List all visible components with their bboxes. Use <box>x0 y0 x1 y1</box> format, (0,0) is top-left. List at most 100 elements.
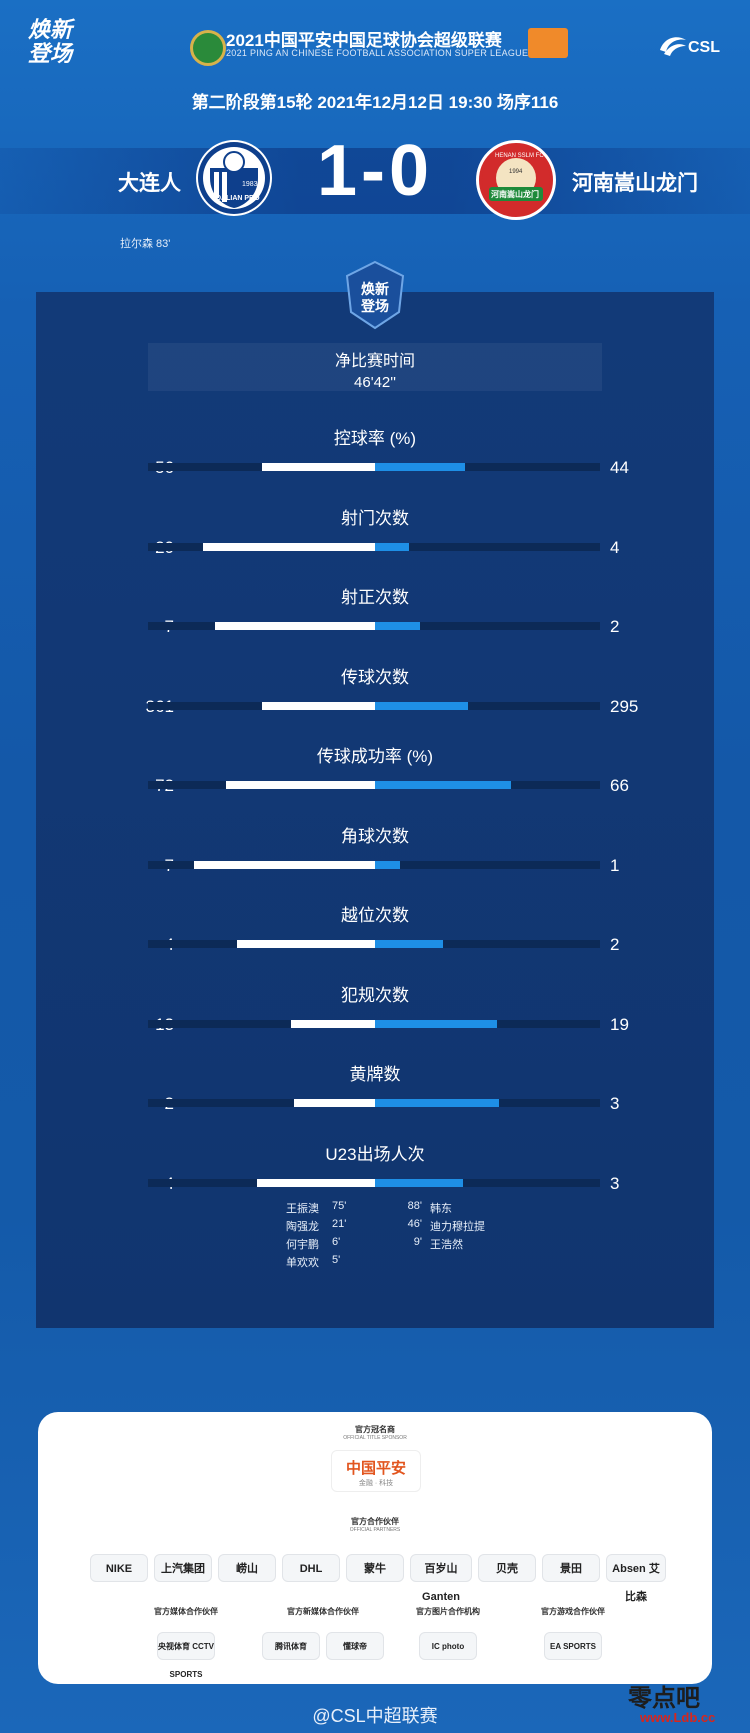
category-heading: 官方图片合作机构 <box>416 1607 480 1616</box>
badge-line-1: 焕新 <box>361 281 389 298</box>
away-crest-year: 1994 <box>509 169 523 175</box>
net-time-box: 净比赛时间 46'42'' <box>148 343 602 391</box>
title-sponsor-logo: 中国平安 金融 · 科技 <box>331 1450 421 1492</box>
u23-home-player-name: 单欢欢 <box>286 1257 319 1269</box>
category-heading: 官方游戏合作伙伴 <box>541 1607 605 1616</box>
watermark: 零点吧 <box>628 1685 700 1712</box>
stat-row: 黄牌数23 <box>36 1060 714 1130</box>
stat-away-value: 1 <box>610 855 620 875</box>
goal-scorer: 拉尔森 83' <box>120 238 171 250</box>
u23-home-player-name: 陶强龙 <box>286 1221 319 1233</box>
stat-label: 黄牌数 <box>349 1065 401 1084</box>
stat-label: 角球次数 <box>341 826 409 846</box>
away-crest-text: 河南嵩山龙门 <box>491 189 539 199</box>
partner-logo: NIKE <box>90 1554 148 1582</box>
stat-home-bar <box>214 622 375 630</box>
stat-row: 射门次数204 <box>36 504 714 574</box>
u23-away-player-minute: 46' <box>407 1218 422 1230</box>
match-info: 第二阶段第15轮 2021年12月12日 19:30 场序116 <box>191 93 559 112</box>
stat-row: 犯规次数1319 <box>36 981 714 1051</box>
brand-line-2: 登场 <box>28 41 73 66</box>
title-sponsor-logo-sub: 金融 · 科技 <box>358 1480 394 1487</box>
stat-home-bar <box>237 940 375 948</box>
csl-text: CSL <box>688 39 720 56</box>
weibo-handle: @CSL中超联赛 <box>312 1706 438 1726</box>
stat-away-bar <box>375 701 468 710</box>
title-sponsor-badge-icon <box>528 28 568 58</box>
title-sponsor-heading: 官方冠名商 <box>355 1425 395 1434</box>
stat-row: 角球次数71 <box>36 822 714 892</box>
stat-label: 射门次数 <box>341 508 409 528</box>
brand-line-1: 焕新 <box>28 17 73 42</box>
stat-home-bar <box>262 701 375 710</box>
stat-away-value: 2 <box>610 617 620 636</box>
sponsor-card: 官方冠名商 OFFICIAL TITLE SPONSOR 中国平安 金融 · 科… <box>38 1412 712 1684</box>
stat-label: 传球成功率 (%) <box>316 747 434 766</box>
partner-logo: DHL <box>282 1554 340 1582</box>
score-band <box>0 148 750 214</box>
match-score: 1-0 <box>316 131 434 211</box>
category-logo: 央视体育 CCTV SPORTS <box>157 1632 215 1679</box>
u23-home-player-minute: 5' <box>332 1254 341 1266</box>
home-team-name: 大连人 <box>118 172 181 195</box>
u23-away-player-minute: 9' <box>413 1236 422 1248</box>
stat-label: U23出场人次 <box>325 1144 425 1164</box>
partner-logo: 景田 <box>542 1554 600 1582</box>
stat-away-bar <box>375 1019 498 1028</box>
stat-away-value: 3 <box>610 1094 620 1113</box>
stat-label: 控球率 (%) <box>333 429 417 448</box>
stat-away-value: 4 <box>610 537 620 557</box>
stat-away-bar <box>375 781 511 789</box>
home-crest-year: 1983 <box>242 181 258 188</box>
watermark-url: www.Ldb.cc <box>640 1710 716 1725</box>
partners-heading: 官方合作伙伴 <box>351 1517 399 1526</box>
net-time-value: 46'42'' <box>354 374 396 391</box>
stat-away-value: 295 <box>610 696 639 716</box>
away-team-name: 河南嵩山龙门 <box>572 172 698 195</box>
stat-row: 射正次数72 <box>36 583 714 653</box>
partner-logo: Absen 艾比森 <box>606 1554 666 1603</box>
stat-label: 犯规次数 <box>341 985 409 1005</box>
u23-home-player-name: 王振澳 <box>286 1203 319 1215</box>
stat-away-value: 66 <box>610 776 629 795</box>
brand-logo-left: 焕新 登场 <box>28 18 94 66</box>
cfa-emblem-icon <box>190 30 226 66</box>
stat-away-value: 2 <box>610 935 620 954</box>
stat-label: 传球次数 <box>341 667 409 687</box>
u23-home-player-minute: 75' <box>332 1200 347 1212</box>
csl-logo-icon: CSL <box>656 30 726 58</box>
category-logo: 腾讯体育 <box>262 1632 320 1660</box>
stat-label: 越位次数 <box>341 906 409 925</box>
partner-logo: 蒙牛 <box>346 1554 404 1582</box>
category-heading: 官方媒体合作伙伴 <box>154 1607 218 1616</box>
stat-row: 越位次数42 <box>36 901 714 971</box>
stat-row: U23出场人次43 <box>36 1140 714 1210</box>
u23-home-player-name: 何宇鹏 <box>286 1239 319 1251</box>
away-team-crest-icon: 河南嵩山龙门 HENAN SSLM FC 1994 <box>476 140 556 220</box>
stat-label: 射正次数 <box>341 588 409 607</box>
stat-row: 传球次数361295 <box>36 663 714 733</box>
stat-away-value: 19 <box>610 1014 629 1034</box>
stat-away-bar <box>375 622 421 630</box>
away-crest-top: HENAN SSLM FC <box>495 153 544 159</box>
stat-home-bar <box>291 1019 375 1028</box>
partner-logo: 百岁山 Ganten <box>410 1554 472 1603</box>
stat-away-bar <box>375 940 443 948</box>
u23-away-player-name: 王浩然 <box>430 1239 463 1251</box>
stat-away-bar <box>375 463 466 471</box>
stat-away-bar <box>375 860 400 869</box>
u23-away-player-name: 韩东 <box>430 1203 452 1215</box>
home-team-crest-icon: 1983 DALIAN PRO <box>196 140 272 216</box>
partners-heading-en: OFFICIAL PARTNERS <box>349 1527 401 1533</box>
category-logo: 懂球帝 <box>326 1632 384 1660</box>
category-logo: IC photo <box>419 1632 477 1660</box>
panel-badge-icon: 焕新 登场 <box>343 260 407 330</box>
stat-home-bar <box>257 1178 375 1187</box>
stat-row: 传球成功率 (%)7266 <box>36 742 714 812</box>
stat-away-bar <box>375 542 409 551</box>
stat-home-bar <box>203 542 375 551</box>
partner-logo: 崂山 <box>218 1554 276 1582</box>
u23-away-player-minute: 88' <box>407 1200 422 1212</box>
stat-home-bar <box>225 781 375 789</box>
stat-away-bar <box>375 1099 500 1107</box>
